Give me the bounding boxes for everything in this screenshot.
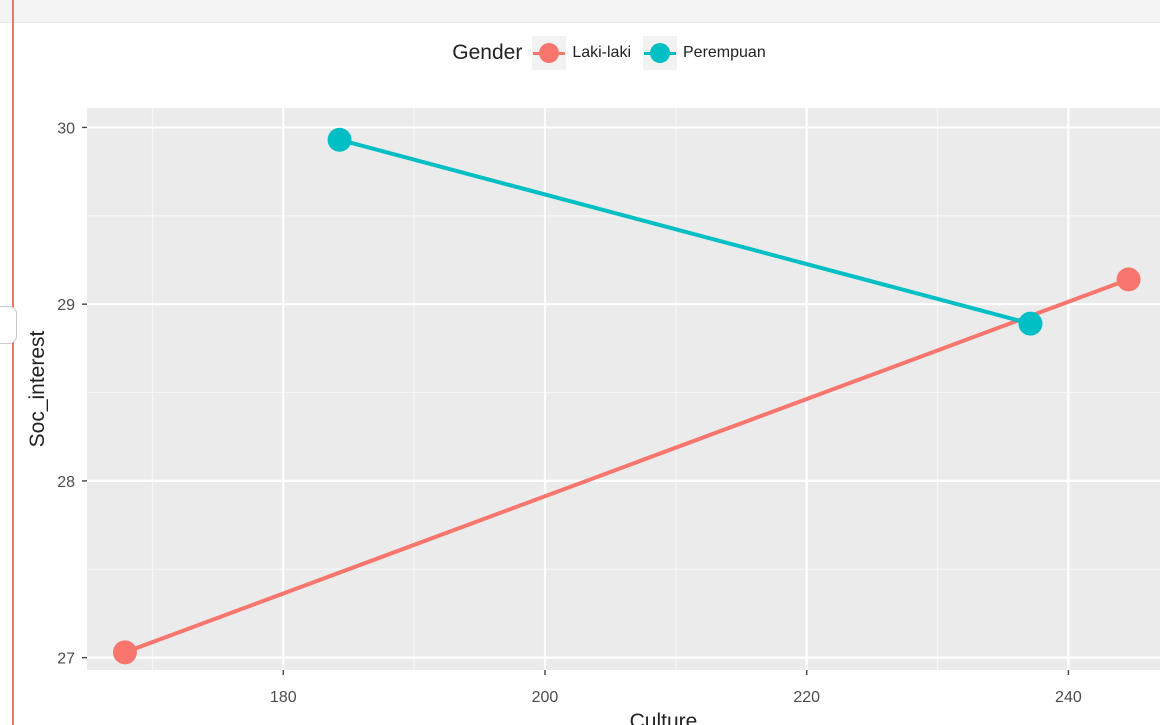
axis-ticks: 180 200 220 240 27 28 29 30 [57,120,1082,706]
legend-label-perempuan: Perempuan [683,44,766,61]
legend-label-laki-laki: Laki-laki [572,44,631,61]
x-tick-label: 180 [270,689,297,706]
x-tick-label: 220 [793,689,820,706]
x-tick-label: 240 [1055,689,1082,706]
plot-panel [87,108,1160,670]
x-tick-label: 200 [532,689,559,706]
legend-key-dot [650,43,670,63]
series-line [337,137,1033,326]
y-tick-label: 28 [57,474,75,491]
y-axis-title: Soc_interest [26,330,49,447]
x-axis-title: Culture [630,710,698,725]
y-tick-label: 29 [57,297,75,314]
data-point [1116,267,1141,292]
legend: Gender Laki-laki Perempuan [0,36,1160,70]
data-point [112,640,137,665]
legend-key-laki-laki [532,36,567,70]
legend-item-laki-laki: Laki-laki [532,36,631,70]
side-collapse-tab[interactable] [0,306,17,344]
legend-key-dot [539,43,560,63]
legend-title: Gender [452,41,523,64]
y-tick-label: 30 [57,120,75,137]
data-point [327,127,352,152]
y-tick-label: 27 [57,651,75,668]
top-strip [0,0,1160,23]
series-lines [122,137,1131,655]
series-points [112,127,1141,665]
left-border [12,0,14,725]
legend-key-perempuan [643,36,677,70]
major-grid [87,108,1160,670]
legend-item-perempuan: Perempuan [643,36,766,70]
data-point [1018,311,1043,336]
series-line [122,277,1131,655]
